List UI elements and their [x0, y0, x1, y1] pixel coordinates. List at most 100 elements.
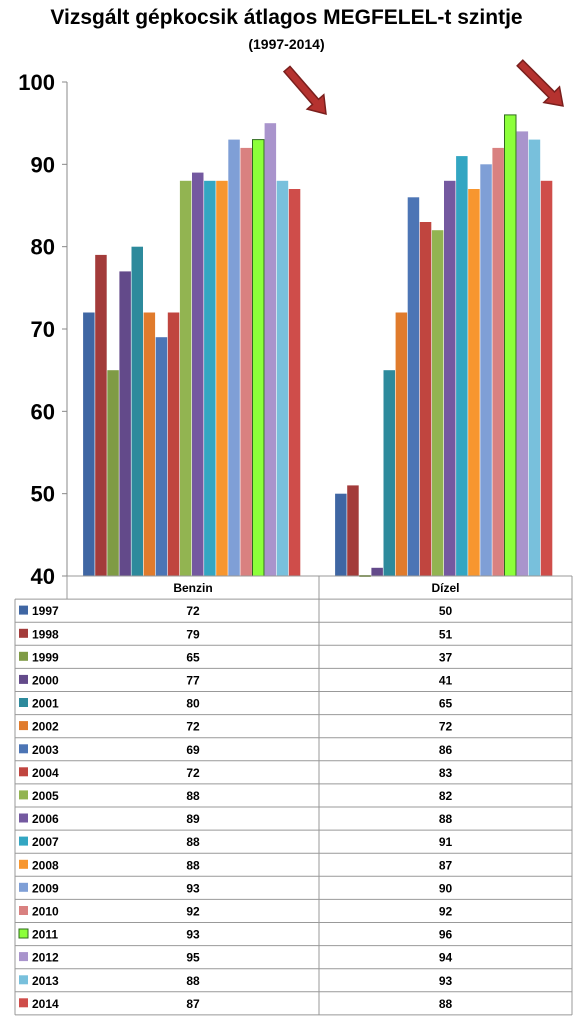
table-value-2011-dízel: 96 — [439, 928, 453, 942]
table-value-2003-benzin: 69 — [186, 743, 200, 757]
legend-label-2003: 2003 — [32, 743, 59, 757]
legend-swatch-2002 — [19, 721, 28, 731]
bar-2014-dízel — [540, 180, 553, 577]
table-value-2002-benzin: 72 — [186, 720, 200, 734]
table-value-2001-benzin: 80 — [186, 697, 200, 711]
legend-swatch-2006 — [19, 813, 28, 823]
chart-subtitle: (1997-2014) — [248, 36, 325, 52]
bar-2012-benzin — [264, 123, 277, 576]
table-value-2006-dízel: 88 — [439, 812, 453, 826]
legend-swatch-1997 — [19, 605, 28, 615]
legend-label-2001: 2001 — [32, 697, 59, 711]
legend-swatch-1998 — [19, 628, 28, 638]
table-value-2008-benzin: 88 — [186, 858, 200, 872]
table-value-1998-dízel: 51 — [439, 627, 453, 641]
legend-label-2009: 2009 — [32, 881, 59, 895]
table-value-2003-dízel: 86 — [439, 743, 453, 757]
legend-swatch-2013 — [19, 975, 28, 985]
arrow-annotation — [516, 59, 564, 107]
bar-2009-benzin — [228, 139, 240, 576]
bar-1999-benzin — [107, 370, 119, 576]
table-value-2001-dízel: 65 — [439, 697, 453, 711]
bar-2013-benzin — [276, 180, 289, 577]
table-value-2000-benzin: 77 — [186, 673, 200, 687]
table-value-2007-benzin: 88 — [186, 835, 200, 849]
bar-1998-benzin — [95, 254, 107, 576]
table-value-2010-dízel: 92 — [439, 905, 453, 919]
bar-2007-dízel — [456, 156, 468, 576]
category-label-benzin: Benzin — [173, 581, 212, 595]
legend-swatch-2001 — [19, 698, 28, 707]
bar-2008-dízel — [468, 189, 480, 576]
legend-swatch-2003 — [19, 744, 28, 754]
table-value-1999-benzin: 65 — [186, 650, 200, 664]
bar-2002-benzin — [143, 312, 156, 576]
y-tick-label: 100 — [18, 70, 55, 95]
table-value-2010-benzin: 92 — [186, 905, 200, 919]
bar-2000-dízel — [371, 567, 383, 576]
legend-swatch-2000 — [19, 674, 28, 684]
legend-label-2004: 2004 — [32, 766, 59, 780]
legend-label-1999: 1999 — [32, 650, 59, 664]
bar-2013-dízel — [528, 139, 541, 576]
table-value-2011-benzin: 93 — [186, 928, 200, 942]
y-tick-label: 50 — [31, 482, 55, 507]
bar-2004-dízel — [419, 222, 432, 576]
bar-2011-dízel — [504, 114, 517, 577]
legend-swatch-2011 — [18, 928, 29, 939]
legend-label-2002: 2002 — [32, 720, 59, 734]
chart-title: Vizsgált gépkocsik átlagos MEGFELEL-t sz… — [50, 6, 523, 29]
bar-2000-benzin — [119, 271, 131, 576]
table-value-2008-dízel: 87 — [439, 858, 453, 872]
bar-2007-benzin — [204, 180, 216, 577]
legend-label-2013: 2013 — [32, 974, 59, 988]
bar-2003-benzin — [155, 337, 168, 576]
y-tick-label: 40 — [31, 564, 55, 589]
bar-2011-benzin — [252, 139, 265, 577]
legend-swatch-2007 — [19, 836, 28, 846]
legend-label-1998: 1998 — [32, 627, 59, 641]
table-value-2013-benzin: 88 — [186, 974, 200, 988]
bar-2003-dízel — [407, 197, 420, 577]
bar-2006-dízel — [444, 180, 456, 577]
y-tick-label: 70 — [31, 317, 55, 342]
table-value-1998-benzin: 79 — [186, 627, 200, 641]
bar-2006-benzin — [192, 172, 204, 576]
legend-label-2006: 2006 — [32, 812, 59, 826]
bar-2010-dízel — [492, 147, 504, 576]
legend-label-2005: 2005 — [32, 789, 59, 803]
table-value-2002-dízel: 72 — [439, 720, 453, 734]
bar-2005-dízel — [431, 230, 444, 576]
table-value-1999-dízel: 37 — [439, 650, 453, 664]
table-value-2013-dízel: 93 — [439, 974, 453, 988]
table-value-2014-dízel: 88 — [439, 997, 453, 1011]
data-table: Benzin Dízel 1997 72 50 1998 79 51 1999 65 37 2000 7… — [14, 575, 573, 1016]
table-value-2005-dízel: 82 — [439, 789, 453, 803]
table-value-2004-benzin: 72 — [186, 766, 200, 780]
axes: 40 50 60 70 80 90 100 — [18, 70, 68, 589]
legend-label-2007: 2007 — [32, 835, 59, 849]
category-label-dízel: Dízel — [431, 581, 459, 595]
legend-swatch-1999 — [19, 651, 28, 661]
legend-swatch-2009 — [19, 882, 28, 892]
bar-1997-benzin — [83, 312, 95, 576]
y-tick-label: 60 — [31, 399, 55, 424]
legend-swatch-2014 — [19, 998, 28, 1008]
table-value-2005-benzin: 88 — [186, 789, 200, 803]
arrow-shape — [516, 59, 564, 107]
table-value-2012-dízel: 94 — [439, 951, 453, 965]
legend-label-2000: 2000 — [32, 673, 59, 687]
table-value-2009-dízel: 90 — [439, 881, 453, 895]
table-value-2004-dízel: 83 — [439, 766, 453, 780]
bar-2009-dízel — [480, 164, 492, 577]
table-value-2014-benzin: 87 — [186, 997, 200, 1011]
legend-label-2014: 2014 — [32, 997, 59, 1011]
arrows — [282, 59, 564, 116]
legend-swatch-2004 — [19, 767, 28, 777]
table-value-2012-benzin: 95 — [186, 951, 200, 965]
bar-2005-benzin — [179, 180, 192, 577]
bar-2012-dízel — [516, 131, 529, 576]
legend-swatch-2012 — [19, 952, 28, 962]
legend-label-2008: 2008 — [32, 858, 59, 872]
